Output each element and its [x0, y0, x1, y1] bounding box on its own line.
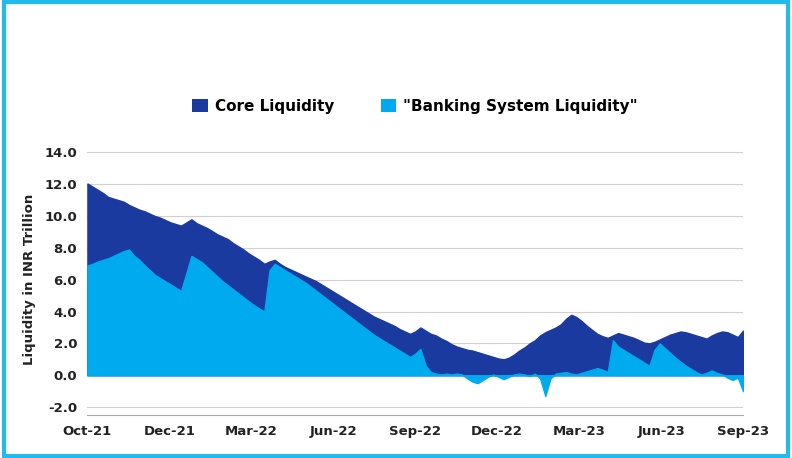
Legend: Core Liquidity, "Banking System Liquidity": Core Liquidity, "Banking System Liquidit…: [186, 93, 644, 120]
Y-axis label: Liquidity in INR Trillion: Liquidity in INR Trillion: [23, 194, 36, 365]
